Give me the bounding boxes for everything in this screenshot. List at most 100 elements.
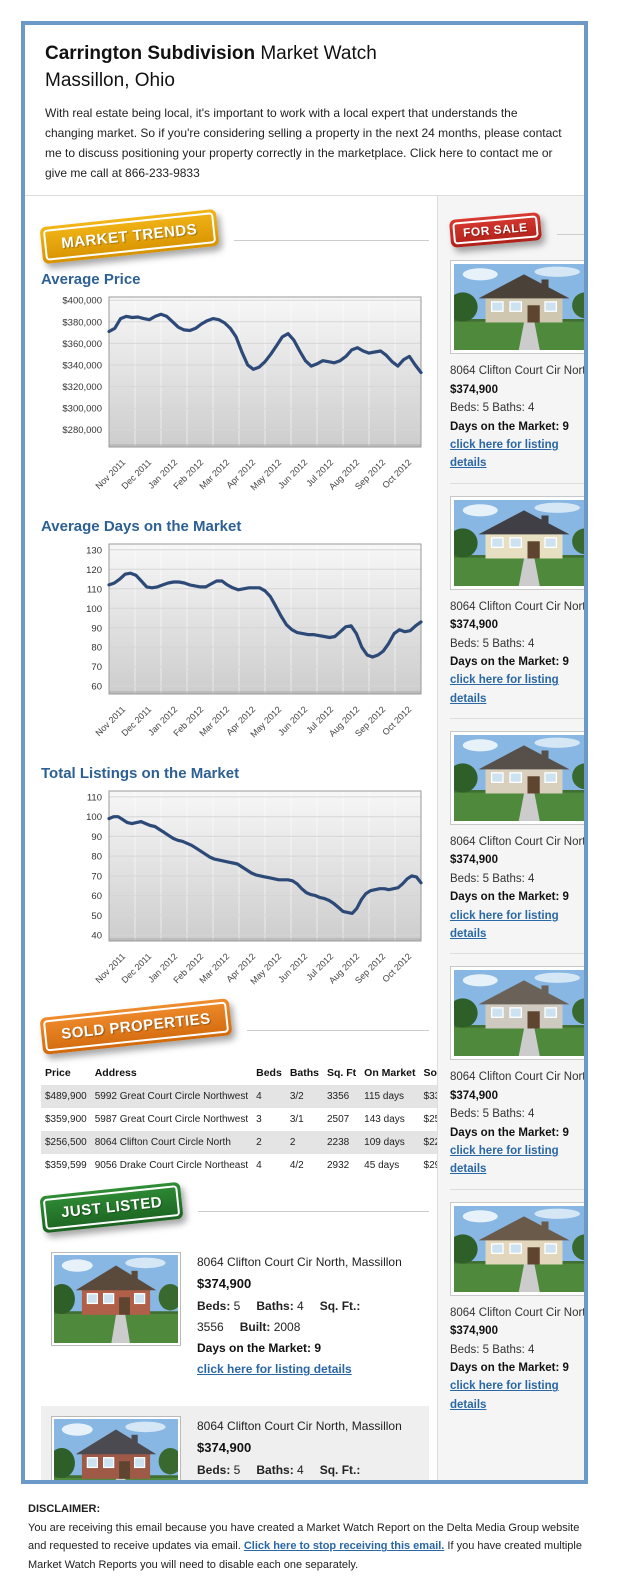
table-cell: 2: [285, 1131, 323, 1155]
listing-beds-baths: Beds: 5 Baths: 4: [450, 872, 535, 885]
svg-text:70: 70: [91, 663, 102, 674]
table-cell: 2238: [323, 1131, 361, 1155]
house-photo-image: [454, 1205, 584, 1292]
listing-address: 8064 Clifton Court Cir North: [450, 836, 588, 849]
table-cell: 5992 Great Court Circle Northwest: [90, 1085, 253, 1109]
table-row: $256,500 8064 Clifton Court Circle North 2…: [41, 1131, 479, 1155]
unsubscribe-link[interactable]: Click here to stop receiving this email.: [243, 1540, 445, 1553]
listing-photo[interactable]: [51, 1416, 181, 1480]
listing-address: 8064 Clifton Court Cir North: [450, 365, 588, 378]
house-photo-image: [54, 1419, 178, 1480]
main-column: MARKET TRENDS Average Price $400,000 $380…: [25, 196, 479, 1480]
listing-address: 8064 Clifton Court Cir North: [450, 1306, 588, 1319]
svg-text:Oct 2012: Oct 2012: [380, 705, 413, 738]
table-cell: 3356: [323, 1085, 361, 1109]
listing-days-on-market: Days on the Market: 9: [450, 1361, 569, 1374]
listing-caption: 8064 Clifton Court Cir North $374,900 Beds…: [450, 1304, 588, 1414]
svg-text:100: 100: [86, 813, 102, 824]
listing-photo[interactable]: [450, 966, 584, 1061]
house-photo-image: [454, 264, 584, 351]
table-cell: 109 days: [360, 1131, 420, 1155]
for-sale-sidebar: FOR SALE 8064 Clifton Court Cir North $37…: [437, 196, 588, 1480]
house-photo-image: [454, 499, 584, 586]
content-area: MARKET TRENDS Average Price $400,000 $380…: [25, 195, 584, 1480]
disclaimer-text-before: You are receiving this email because you…: [28, 1521, 580, 1553]
average-days-heading: Average Days on the Market: [41, 518, 242, 536]
svg-text:60: 60: [91, 891, 102, 902]
listing-price: $374,900: [450, 383, 498, 396]
title-suffix: Market Watch: [255, 43, 377, 64]
just-listed-row: JUST LISTED: [39, 1182, 429, 1234]
report-header: Carrington Subdivision Market Watch Mass…: [25, 25, 584, 187]
svg-text:Oct 2012: Oct 2012: [380, 458, 413, 491]
sold-properties-badge: SOLD PROPERTIES: [39, 998, 233, 1056]
svg-text:$280,000: $280,000: [62, 426, 102, 437]
listing-details-link[interactable]: click here for listing details: [450, 438, 559, 470]
column-header: Baths: [289, 1067, 319, 1080]
intro-paragraph: With real estate being local, it's impor…: [45, 106, 562, 180]
svg-text:90: 90: [91, 624, 102, 635]
city-state: Massillon, Ohio: [45, 69, 175, 91]
column-header: Sq. Ft: [327, 1067, 357, 1080]
listing-photo[interactable]: [450, 731, 584, 826]
house-photo-image: [54, 1255, 178, 1344]
table-cell: 3: [256, 1114, 262, 1126]
listing-details-link[interactable]: click here for listing details: [450, 674, 559, 705]
divider-line: [233, 240, 429, 242]
svg-text:$360,000: $360,000: [62, 339, 102, 350]
disclaimer-text-after: If you have created multiple Market Watc…: [28, 1540, 582, 1572]
listing-price: $374,900: [450, 1325, 498, 1338]
listing-address: 8064 Clifton Court Cir North, Massillon: [197, 1255, 402, 1270]
listing-details-link[interactable]: click here for listing details: [450, 1380, 559, 1411]
svg-text:110: 110: [87, 793, 102, 804]
listing-days-on-market: Days on the Market: 9: [197, 1341, 322, 1356]
table-cell: 2: [252, 1131, 286, 1155]
svg-text:$400,000: $400,000: [62, 296, 102, 307]
listing-photo[interactable]: [450, 1201, 584, 1296]
listing-price: $374,900: [450, 854, 498, 867]
column-header: Address: [94, 1067, 137, 1080]
house-photo-image: [454, 970, 584, 1057]
just-listed-card: 8064 Clifton Court Cir North, Massillon $…: [41, 1406, 429, 1480]
svg-text:$300,000: $300,000: [62, 404, 102, 415]
for-sale-badge: FOR SALE: [448, 212, 542, 249]
svg-text:110: 110: [87, 585, 102, 596]
for-sale-row: FOR SALE: [448, 212, 584, 249]
listing-caption: 8064 Clifton Court Cir North $374,900 Beds…: [450, 362, 588, 472]
subdivision-name: Carrington Subdivision: [45, 43, 256, 64]
listing-photo[interactable]: [450, 495, 584, 590]
svg-text:90: 90: [91, 832, 102, 843]
listing-details-link[interactable]: click here for listing details: [197, 1362, 352, 1377]
svg-text:100: 100: [86, 604, 102, 615]
listing-details-link[interactable]: click here for listing details: [450, 909, 559, 941]
for-sale-listing: 8064 Clifton Court Cir North $374,900 Beds…: [450, 1201, 588, 1424]
market-watch-frame: Carrington Subdivision Market Watch Mass…: [21, 21, 588, 1484]
svg-text:$340,000: $340,000: [62, 361, 102, 372]
table-cell: $256,500: [41, 1131, 91, 1155]
listing-photo[interactable]: [51, 1252, 181, 1347]
listing-price: $374,900: [197, 1276, 252, 1292]
table-row: $489,900 5992 Great Court Circle Northwes…: [41, 1085, 479, 1109]
listing-days-on-market: Days on the Market: 9: [450, 891, 569, 904]
divider-line: [198, 1211, 429, 1213]
svg-text:70: 70: [91, 872, 102, 883]
svg-text:130: 130: [86, 546, 102, 557]
table-cell: 115 days: [360, 1085, 420, 1109]
listing-caption: 8064 Clifton Court Cir North $374,900 Beds…: [450, 1068, 584, 1178]
table-cell: 45 days: [364, 1160, 400, 1172]
just-listed-list: 8064 Clifton Court Cir North, Massillon $…: [41, 1242, 429, 1480]
listing-details-link[interactable]: click here for listing details: [450, 1144, 559, 1176]
total-listings-heading: Total Listings on the Market: [41, 765, 240, 783]
column-header: On Market: [364, 1067, 416, 1080]
table-cell: 4/2: [289, 1160, 304, 1172]
table-row: $359,599 9056 Drake Court Circle Northeas…: [41, 1154, 479, 1177]
table-cell: 8064 Clifton Court Circle North: [90, 1131, 253, 1155]
listing-photo[interactable]: [450, 260, 584, 355]
market-trends-badge: MARKET TRENDS: [39, 209, 219, 265]
listing-caption: 8064 Clifton Court Cir North $374,900 Beds…: [450, 833, 588, 943]
table-cell: $359,900: [45, 1114, 87, 1126]
listing-info: 8064 Clifton Court Cir North, Massillon $…: [197, 1416, 419, 1480]
house-photo-image: [454, 735, 584, 822]
divider-line: [556, 233, 584, 235]
